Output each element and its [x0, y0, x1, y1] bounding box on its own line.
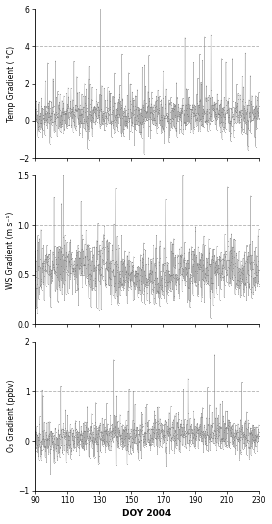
Y-axis label: WS Gradient (m s⁻¹): WS Gradient (m s⁻¹): [5, 211, 15, 289]
X-axis label: DOY 2004: DOY 2004: [122, 509, 172, 518]
Y-axis label: O₃ Gradient (ppbv): O₃ Gradient (ppbv): [7, 380, 16, 452]
Y-axis label: Temp Gradient ( °C): Temp Gradient ( °C): [7, 46, 16, 122]
